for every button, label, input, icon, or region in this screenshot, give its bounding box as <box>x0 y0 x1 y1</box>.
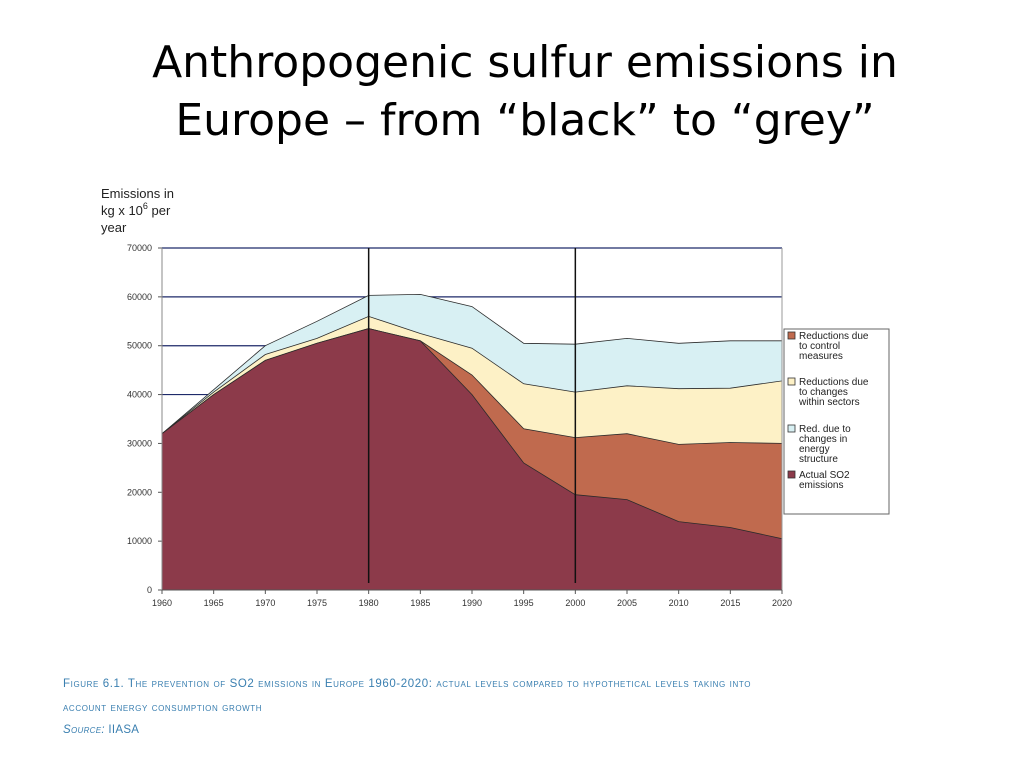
x-tick-label: 1980 <box>359 598 379 608</box>
legend-label: Actual SO2 <box>799 470 850 481</box>
x-tick-label: 2005 <box>617 598 637 608</box>
emissions-chart: Emissions in kg x 106 per year 0 10000 200… <box>101 186 890 608</box>
y-tick-label: 60000 <box>127 292 152 302</box>
legend-label: Red. due to <box>799 424 851 435</box>
legend-label: Reductions due <box>799 377 869 388</box>
x-tick-label: 2010 <box>669 598 689 608</box>
x-tick-label: 1995 <box>514 598 534 608</box>
y-tick-label: 50000 <box>127 341 152 351</box>
y-axis-label: Emissions in kg x 106 per year <box>101 186 174 235</box>
y-tick-label: 40000 <box>127 390 152 400</box>
legend-label: structure <box>799 454 838 465</box>
legend-swatch-0 <box>787 331 796 340</box>
x-tick-label: 1975 <box>307 598 327 608</box>
source-label: Source: <box>63 724 105 736</box>
slide-title-line-2: Europe – from “black” to “grey” <box>175 95 875 146</box>
slide-title-line-1: Anthropogenic sulfur emissions in <box>152 37 898 88</box>
x-tick-label: 2020 <box>772 598 792 608</box>
x-tick-label: 2015 <box>720 598 740 608</box>
legend-label: changes in <box>799 434 847 445</box>
y-axis-label-line-1: Emissions in <box>101 186 174 201</box>
slide-title: Anthropogenic sulfur emissions in Europe… <box>0 34 1024 150</box>
figure-caption-line-1: Figure 6.1. The prevention of SO2 emissi… <box>63 678 752 690</box>
vertical-markers <box>367 248 577 583</box>
y-tick-label: 0 <box>147 585 152 595</box>
area-series-0 <box>161 328 783 591</box>
x-tick-label: 2000 <box>565 598 585 608</box>
legend-label: energy <box>799 444 830 455</box>
x-tick-label: 1985 <box>410 598 430 608</box>
y-axis-label-line-3: year <box>101 220 127 235</box>
x-tick-label: 1990 <box>462 598 482 608</box>
y-axis-label-line-2: kg x 106 per <box>101 201 171 218</box>
legend-label: measures <box>799 351 843 362</box>
y-tick-label: 10000 <box>127 536 152 546</box>
legend-label: emissions <box>799 480 843 491</box>
legend-swatch-1 <box>787 377 796 386</box>
y-tick-label: 70000 <box>127 243 152 253</box>
figure-source: Source: IIASA <box>63 724 139 736</box>
legend-label: to changes <box>799 387 848 398</box>
legend-label: within sectors <box>798 397 860 408</box>
source-value: IIASA <box>104 724 140 736</box>
x-tick-label: 1965 <box>204 598 224 608</box>
x-tick-label: 1970 <box>255 598 275 608</box>
legend-label: to control <box>799 341 840 352</box>
axes: 0 10000 20000 30000 40000 50000 60000 70000 1960… <box>127 243 792 608</box>
legend-swatch-3 <box>787 470 796 479</box>
y-tick-label: 30000 <box>127 438 152 448</box>
legend-box <box>783 328 890 515</box>
y-tick-label: 20000 <box>127 487 152 497</box>
legend-swatch-2 <box>787 424 796 433</box>
legend-label: Reductions due <box>799 331 869 342</box>
x-tick-label: 1960 <box>152 598 172 608</box>
figure-caption-line-2: account energy consumption growth <box>63 702 263 714</box>
area-series <box>161 293 783 591</box>
